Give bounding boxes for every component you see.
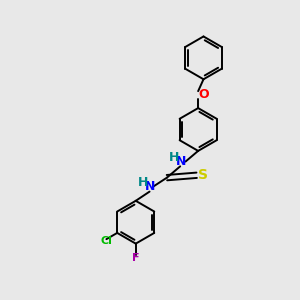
Text: N: N [176,155,186,168]
Text: H: H [169,151,179,164]
Text: O: O [199,88,209,101]
Text: N: N [145,180,155,194]
Text: Cl: Cl [100,236,112,246]
Text: H: H [138,176,148,189]
Text: F: F [132,253,140,263]
Text: S: S [198,168,208,182]
